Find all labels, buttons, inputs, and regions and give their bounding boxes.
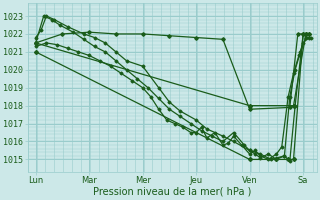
X-axis label: Pression niveau de la mer( hPa ): Pression niveau de la mer( hPa )	[93, 187, 251, 197]
